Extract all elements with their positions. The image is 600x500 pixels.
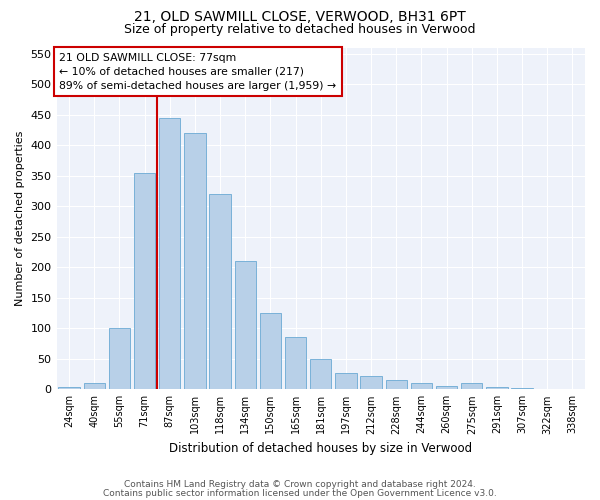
Text: Size of property relative to detached houses in Verwood: Size of property relative to detached ho…	[124, 22, 476, 36]
Bar	[109, 328, 130, 390]
Bar	[134, 172, 155, 390]
Y-axis label: Number of detached properties: Number of detached properties	[15, 130, 25, 306]
Bar	[411, 382, 432, 390]
Bar	[260, 313, 281, 390]
Bar	[285, 338, 307, 390]
Bar	[511, 388, 533, 390]
Bar	[486, 388, 508, 390]
Text: Contains HM Land Registry data © Crown copyright and database right 2024.: Contains HM Land Registry data © Crown c…	[124, 480, 476, 489]
Bar	[58, 388, 80, 390]
Bar	[209, 194, 231, 390]
Bar	[436, 386, 457, 390]
Bar	[361, 376, 382, 390]
Bar	[235, 261, 256, 390]
Bar	[159, 118, 181, 390]
Text: Contains public sector information licensed under the Open Government Licence v3: Contains public sector information licen…	[103, 488, 497, 498]
Bar	[386, 380, 407, 390]
Text: 21 OLD SAWMILL CLOSE: 77sqm
← 10% of detached houses are smaller (217)
89% of se: 21 OLD SAWMILL CLOSE: 77sqm ← 10% of det…	[59, 52, 337, 90]
Bar	[184, 133, 206, 390]
X-axis label: Distribution of detached houses by size in Verwood: Distribution of detached houses by size …	[169, 442, 472, 455]
Bar	[335, 373, 356, 390]
Bar	[536, 388, 558, 390]
Bar	[310, 359, 331, 390]
Bar	[83, 383, 105, 390]
Bar	[461, 383, 482, 390]
Bar	[562, 388, 583, 390]
Text: 21, OLD SAWMILL CLOSE, VERWOOD, BH31 6PT: 21, OLD SAWMILL CLOSE, VERWOOD, BH31 6PT	[134, 10, 466, 24]
